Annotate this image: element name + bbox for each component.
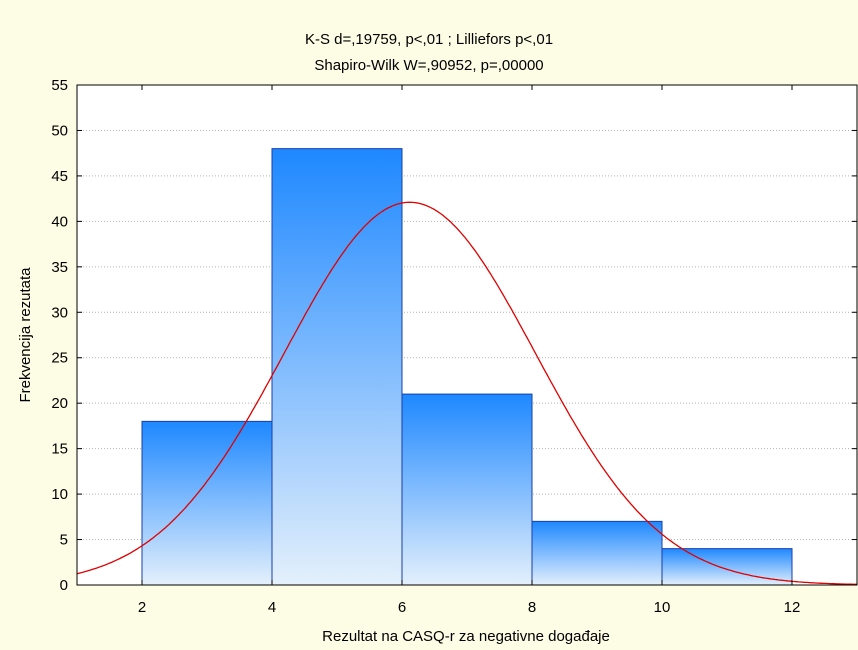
histogram-bar (271, 148, 403, 586)
y-tick-label: 30 (51, 304, 68, 321)
x-tick-label: 6 (398, 599, 406, 616)
histogram-bars (141, 148, 793, 586)
y-tick-label: 10 (51, 486, 68, 503)
histogram-bar (401, 393, 533, 586)
y-tick-label: 15 (51, 441, 68, 458)
y-tick-label: 40 (51, 213, 68, 230)
normal-curve-group (77, 201, 857, 585)
y-tick-label: 45 (51, 168, 68, 185)
y-tick-label: 35 (51, 259, 68, 276)
histogram-bar (531, 520, 663, 586)
y-tick-label: 55 (51, 77, 68, 94)
x-axis-label: Rezultat na CASQ-r za negativne događaje (322, 628, 610, 645)
y-tick-label: 0 (60, 577, 68, 594)
y-tick-label: 20 (51, 395, 68, 412)
histogram-bar (141, 420, 273, 586)
chart-title: K-S d=,19759, p<,01 ; Lilliefors p<,01 (305, 31, 553, 48)
x-tick-label: 10 (654, 599, 671, 616)
plot-frame (76, 84, 858, 586)
y-axis-label: Frekvencija rezutata (17, 267, 34, 403)
y-tick-label: 5 (60, 532, 68, 549)
normal-curve (77, 201, 857, 585)
x-tick-label: 12 (784, 599, 801, 616)
chart-subtitle: Shapiro-Wilk W=,90952, p=,00000 (314, 57, 543, 74)
y-axis-ticks: 0 5 10 15 20 25 30 35 40 45 50 55 (51, 77, 857, 594)
x-tick-label: 4 (268, 599, 276, 616)
x-tick-label: 8 (528, 599, 536, 616)
y-tick-label: 50 (51, 122, 68, 139)
y-tick-label: 25 (51, 350, 68, 367)
x-axis-ticks: 2 4 6 8 10 12 (138, 85, 801, 616)
x-tick-label: 2 (138, 599, 146, 616)
histogram-bar (661, 548, 793, 586)
